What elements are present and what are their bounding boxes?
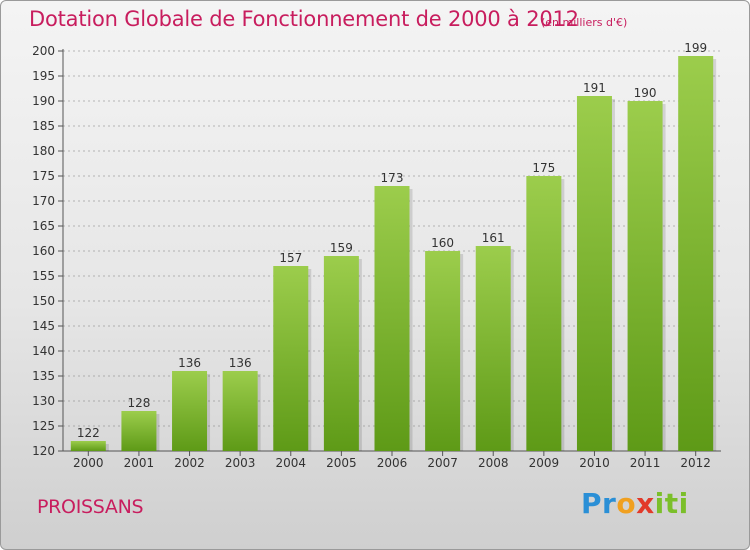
data-labels: 122 128 136 136 157 159 173 160 161 175 191 190 199	[77, 41, 707, 440]
y-tick-label: 180	[32, 144, 55, 158]
x-tick-label: 2012	[680, 456, 711, 470]
logo-letter: i	[678, 487, 689, 520]
y-tick-label: 130	[32, 394, 55, 408]
y-tick-label: 185	[32, 119, 55, 133]
y-tick-label: 175	[32, 169, 55, 183]
bars	[70, 56, 717, 451]
y-tick-label: 150	[32, 294, 55, 308]
bar-2012	[678, 56, 714, 451]
y-tick-label: 200	[32, 44, 55, 58]
bar-2001	[121, 411, 157, 451]
bar-2009	[526, 176, 562, 451]
bar-2008	[475, 246, 511, 451]
y-tick-label: 160	[32, 244, 55, 258]
logo-letter: P	[581, 487, 603, 520]
data-label: 199	[684, 41, 707, 55]
data-label: 159	[330, 241, 353, 255]
x-tick-label: 2011	[630, 456, 661, 470]
x-tick-label: 2003	[225, 456, 256, 470]
x-tick-label: 2002	[174, 456, 205, 470]
data-label: 122	[77, 426, 100, 440]
x-tick-label: 2010	[579, 456, 610, 470]
y-tick-label: 140	[32, 344, 55, 358]
bar-2007	[425, 251, 461, 451]
y-tick-label: 125	[32, 419, 55, 433]
logo-letter: i	[654, 487, 665, 520]
data-label: 173	[381, 171, 404, 185]
chart-title: Dotation Globale de Fonctionnement de 20…	[29, 7, 579, 31]
logo-letter: r	[602, 487, 617, 520]
logo-letter: t	[664, 487, 679, 520]
data-label: 175	[532, 161, 555, 175]
axes: 120 125 130 135 140 145 150 155 160 165 170 175 180 1…	[32, 44, 721, 470]
data-label: 128	[127, 396, 150, 410]
bar-2002	[172, 371, 208, 451]
y-tick-label: 145	[32, 319, 55, 333]
chart-unit: (en milliers d'€)	[541, 16, 628, 29]
x-tick-label: 2004	[275, 456, 306, 470]
x-tick-label: 2001	[124, 456, 155, 470]
bar-2006	[374, 186, 410, 451]
logo-letter: x	[636, 487, 655, 520]
data-label: 136	[178, 356, 201, 370]
logo-letter: o	[616, 487, 637, 520]
y-tick-label: 155	[32, 269, 55, 283]
y-tick-label: 165	[32, 219, 55, 233]
bar-2000	[70, 441, 106, 451]
commune-name: PROISSANS	[37, 496, 144, 518]
bar-2003	[222, 371, 258, 451]
data-label: 157	[279, 251, 302, 265]
data-label: 136	[229, 356, 252, 370]
x-tick-label: 2007	[427, 456, 458, 470]
x-tick-label: 2008	[478, 456, 509, 470]
bar-2004	[273, 266, 309, 451]
y-tick-label: 195	[32, 69, 55, 83]
bar-2010	[576, 96, 612, 451]
data-label: 190	[634, 86, 657, 100]
data-label: 191	[583, 81, 606, 95]
y-tick-label: 170	[32, 194, 55, 208]
x-tick-label: 2005	[326, 456, 357, 470]
x-tick-label: 2009	[529, 456, 560, 470]
y-tick-label: 190	[32, 94, 55, 108]
data-label: 161	[482, 231, 505, 245]
data-label: 160	[431, 236, 454, 250]
x-tick-label: 2000	[73, 456, 104, 470]
y-tick-label: 135	[32, 369, 55, 383]
x-tick-label: 2006	[377, 456, 408, 470]
y-tick-label: 120	[32, 444, 55, 458]
proxiti-logo: Proxiti	[581, 487, 689, 520]
bar-2005	[323, 256, 359, 451]
bar-2011	[627, 101, 663, 451]
